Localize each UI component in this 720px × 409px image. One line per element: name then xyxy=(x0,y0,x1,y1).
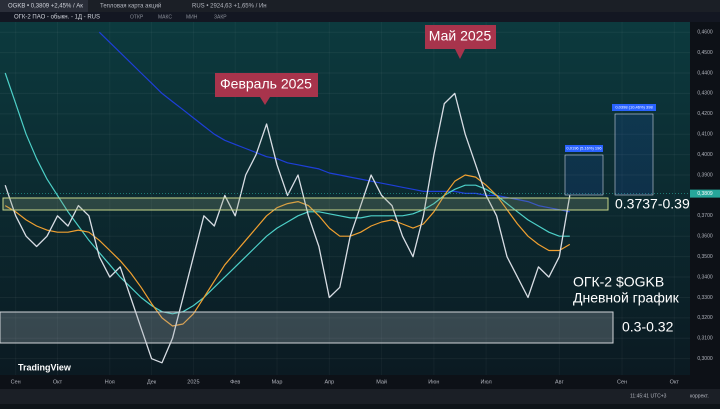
y-tick-label: 0,3300 xyxy=(697,295,713,301)
tab-bar xyxy=(0,0,720,12)
y-tick-label: 0,4300 xyxy=(697,91,713,97)
x-tick-label: Июн xyxy=(428,379,439,385)
series-line xyxy=(98,31,570,213)
x-tick-label: Июл xyxy=(481,379,492,385)
x-tick-label: Мар xyxy=(272,379,283,385)
series-line xyxy=(4,174,571,327)
x-tick-label: Авг xyxy=(555,379,564,385)
chart-subtitle: Дневной график xyxy=(573,290,680,306)
taskbar xyxy=(0,389,720,404)
chart-title: ОГК-2 $OGKB xyxy=(573,274,664,290)
x-tick-label: Апр xyxy=(324,379,334,385)
y-tick-label: 0,3400 xyxy=(697,274,713,280)
zone-label: 0.3-0.32 xyxy=(622,319,674,335)
callout xyxy=(425,25,496,59)
ohlc-label: ЗАКР xyxy=(214,14,227,20)
callout xyxy=(215,73,318,105)
y-tick-label: 0,4200 xyxy=(697,111,713,117)
x-tick-label: Ноя xyxy=(105,379,115,385)
tab-label[interactable]: RUS • 2924,63 +1,65% / Ин xyxy=(192,4,267,10)
measure-box xyxy=(614,113,654,196)
last-price-box xyxy=(690,189,720,198)
clock: 11:45:41 UTC+3 xyxy=(630,393,667,399)
zone-label: 0.3737-0.39 xyxy=(615,196,690,212)
time-axis xyxy=(0,375,720,389)
x-tick-label: Сен xyxy=(617,379,627,385)
y-tick-label: 0,4600 xyxy=(697,30,713,36)
x-tick-label: Окт xyxy=(670,379,680,385)
callout-label: Февраль 2025 xyxy=(220,76,312,92)
tab-label[interactable]: Тепловая карта акций xyxy=(100,3,161,10)
y-tick-label: 0,4400 xyxy=(697,70,713,76)
measure-box xyxy=(564,154,604,196)
y-tick-label: 0,4000 xyxy=(697,152,713,158)
measure-label: 0,0196 (5,16%) 196 xyxy=(566,146,602,151)
y-tick-label: 0,4100 xyxy=(697,132,713,138)
y-tick-label: 0,3600 xyxy=(697,234,713,240)
mode[interactable]: коррект. xyxy=(690,393,709,399)
ohlc-label: МИН xyxy=(186,14,198,20)
zone-upper xyxy=(2,197,609,211)
series-line xyxy=(4,92,571,364)
x-tick-label: Дек xyxy=(147,379,157,385)
ohlc-label: ОТКР xyxy=(130,14,144,20)
y-tick-label: 0,3900 xyxy=(697,172,713,178)
series-line xyxy=(4,72,570,315)
x-tick-label: Окт xyxy=(53,379,63,385)
y-tick-label: 0,3100 xyxy=(697,336,713,342)
symbol[interactable]: ОГК-2 ПАО - обыкн. - 1Д - RUS xyxy=(14,15,100,21)
measure-label: 0,0398 (10,46%) 398 xyxy=(615,105,653,110)
x-tick-label: 2025 xyxy=(187,379,199,385)
chart-toolbar xyxy=(0,12,720,22)
y-tick-label: 0,4500 xyxy=(697,50,713,56)
x-tick-label: Фев xyxy=(230,379,240,385)
price-axis xyxy=(690,22,720,375)
tab-label[interactable]: OGKB • 0,3809 +2,45% / Ак xyxy=(8,4,83,10)
y-tick-label: 0,3200 xyxy=(697,315,713,321)
zone-lower xyxy=(0,311,614,344)
measure-label-box xyxy=(565,145,603,152)
plot xyxy=(0,22,690,375)
y-tick-label: 0,3700 xyxy=(697,213,713,219)
tab[interactable] xyxy=(0,0,88,12)
last-price-label: 0,3809 xyxy=(697,191,713,197)
measure-label-box xyxy=(612,104,656,111)
ohlc-label: МАКС xyxy=(158,14,172,20)
y-tick-label: 0,3500 xyxy=(697,254,713,260)
x-tick-label: Сен xyxy=(11,379,21,385)
y-tick-label: 0,3000 xyxy=(697,356,713,362)
callout-label: Май 2025 xyxy=(429,28,492,44)
x-tick-label: Май xyxy=(376,378,387,385)
logo: TradingView xyxy=(18,362,72,372)
